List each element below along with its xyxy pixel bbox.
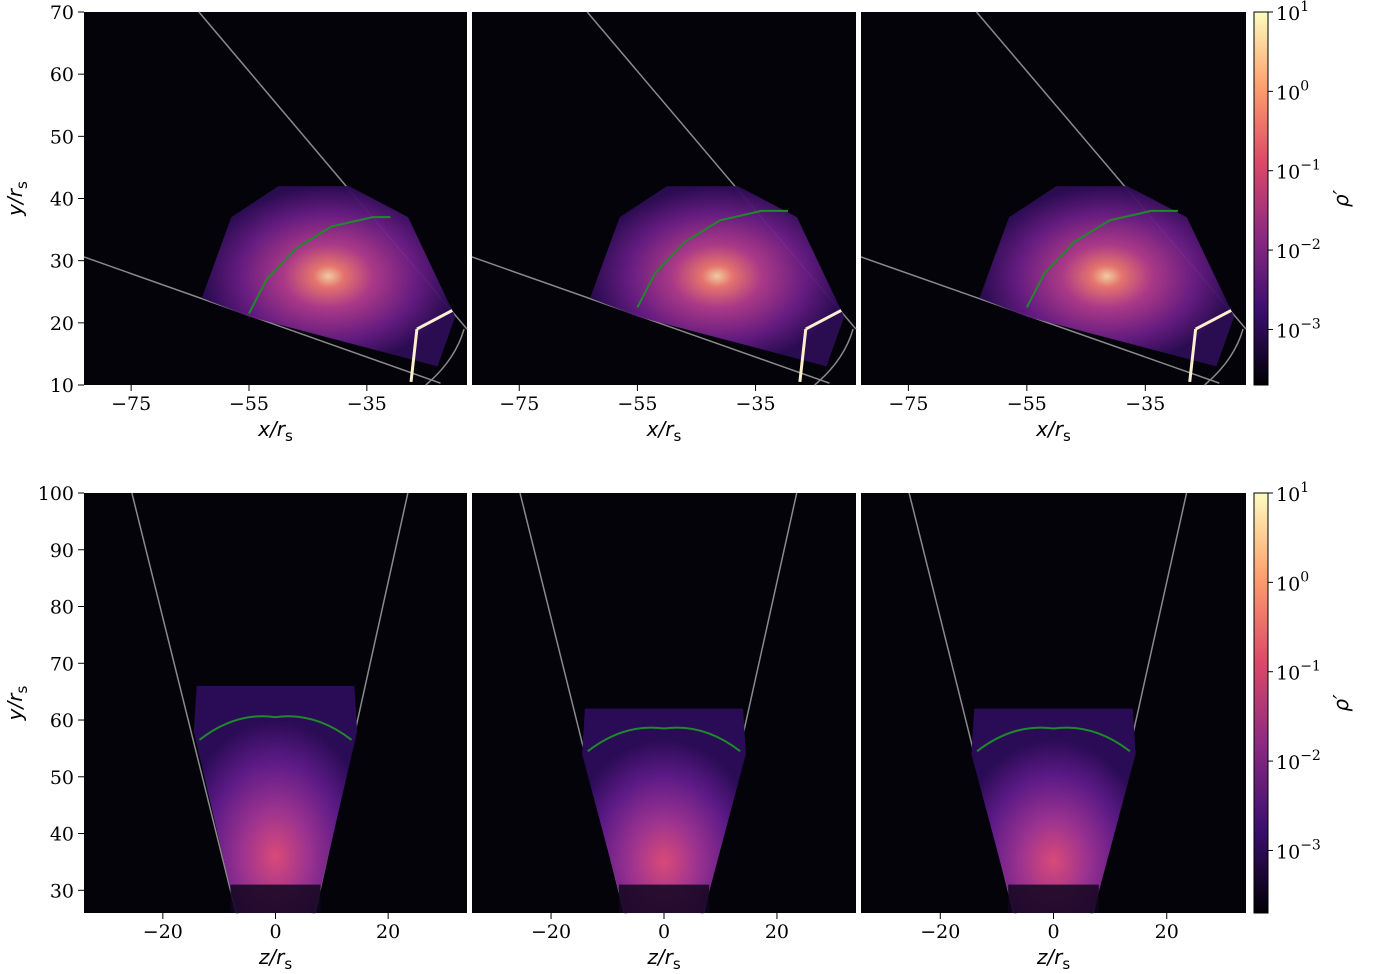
y-tick-label: 60 [50,710,74,732]
jet-lower [798,328,808,383]
inner-boundary [814,328,854,386]
y-tick-label: 80 [50,597,74,619]
density-contour [198,715,353,741]
x-tick-label: −20 [143,921,183,943]
x-tick-label: 0 [269,921,281,943]
density-field [979,186,1235,367]
x-tick-label: −55 [229,393,269,415]
inner-boundary [1204,328,1244,386]
x-axis-label: x/rs [1035,417,1071,445]
y-tick-label: 30 [50,880,74,902]
x-axis-label: z/rs [258,945,292,973]
inner-dark-region [1008,884,1099,913]
y-tick-label: 10 [50,375,74,397]
colorbar-label: ρ′ [1329,189,1353,207]
y-tick-label: 50 [50,767,74,789]
x-tick-label: −35 [1125,393,1165,415]
y-axis-label: y/rs [3,181,31,217]
jet-upper [805,309,842,331]
colorbar-tick-label: 10−1 [1276,158,1321,184]
density-contour [248,216,391,314]
y-tick-label: 20 [50,313,74,335]
y-axis-label: y/rs [3,686,31,722]
x-axis-label: z/rs [1036,945,1070,973]
colorbar-tick-label: 10−2 [1276,237,1321,263]
density-contour [636,209,789,308]
x-tick-label: 20 [1155,921,1179,943]
x-axis-label: z/rs [646,945,680,973]
panel-bottom-1 [84,492,467,914]
colorbar-tick-label: 101 [1276,480,1309,506]
colorbar-tick-label: 100 [1276,569,1309,595]
density-field [971,708,1136,913]
density-contour [1025,209,1178,308]
x-tick-label: −35 [347,393,387,415]
density-field [590,186,845,367]
density-contour [976,726,1131,753]
x-tick-label: −75 [888,393,928,415]
density-contour [587,726,741,753]
panel-bottom-2 [472,492,856,914]
x-tick-label: 0 [1047,921,1059,943]
colorbar [1253,11,1269,386]
density-field [582,708,746,913]
colorbar-tick-label: 10−2 [1276,748,1321,774]
jet-upper [1194,309,1232,331]
colorbar-tick-label: 10−1 [1276,659,1321,685]
jet-upper [416,309,453,331]
panel-bottom-3 [861,492,1246,914]
density-field [201,186,456,367]
colorbar-tick-label: 10−3 [1276,837,1321,863]
x-tick-label: −35 [736,393,776,415]
x-tick-label: 20 [376,921,400,943]
y-tick-label: 50 [50,126,74,148]
panel-top-2 [471,11,857,386]
colorbar-tick-label: 101 [1276,0,1309,25]
wedge-edge-left [131,492,237,914]
x-tick-label: −20 [531,921,571,943]
colorbar [1253,492,1269,914]
inner-dark-region [230,884,321,913]
jet-lower [1188,328,1198,383]
x-axis-label: x/rs [646,417,682,445]
y-tick-label: 70 [50,2,74,24]
x-tick-label: −20 [920,921,960,943]
x-tick-label: 0 [658,921,670,943]
inner-dark-region [618,884,710,913]
x-tick-label: −75 [499,393,539,415]
y-tick-label: 40 [50,824,74,846]
panel-top-3 [860,11,1247,386]
density-field [193,685,358,913]
panel-top-1 [83,11,468,386]
y-tick-label: 40 [50,189,74,211]
y-tick-label: 70 [50,653,74,675]
inner-boundary [425,328,465,386]
x-tick-label: −55 [1007,393,1047,415]
y-tick-label: 90 [50,540,74,562]
jet-lower [409,328,419,383]
x-tick-label: 20 [765,921,789,943]
x-tick-label: −55 [617,393,657,415]
colorbar-tick-label: 10−3 [1276,316,1321,342]
x-tick-label: −75 [111,393,151,415]
y-tick-label: 60 [50,64,74,86]
colorbar-label: ρ′ [1329,694,1353,712]
colorbar-tick-label: 100 [1276,78,1309,104]
x-axis-label: x/rs [257,417,293,445]
y-tick-label: 100 [38,483,74,505]
y-tick-label: 30 [50,251,74,273]
